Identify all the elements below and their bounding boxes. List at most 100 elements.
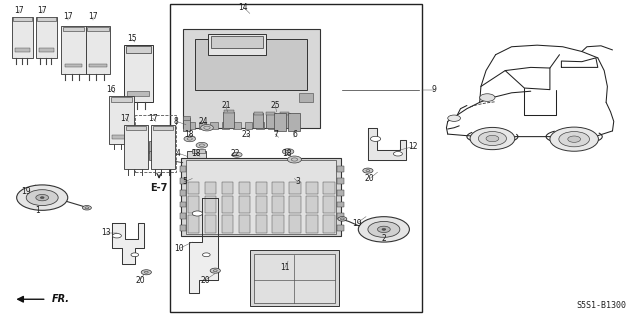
Circle shape	[287, 156, 301, 163]
Bar	[111, 97, 132, 102]
Bar	[65, 63, 83, 67]
Bar	[244, 122, 252, 129]
Bar	[239, 182, 250, 195]
Circle shape	[282, 149, 294, 154]
Bar	[181, 158, 341, 236]
Circle shape	[202, 253, 210, 257]
Circle shape	[378, 226, 390, 233]
Polygon shape	[368, 128, 406, 160]
Bar	[307, 215, 318, 233]
Bar	[337, 213, 344, 219]
Bar	[37, 17, 56, 21]
Text: 6: 6	[292, 130, 297, 138]
Text: 1: 1	[35, 206, 40, 215]
Circle shape	[210, 268, 220, 273]
Text: 18: 18	[184, 130, 194, 138]
Bar	[149, 151, 156, 160]
Text: 8: 8	[174, 117, 179, 126]
Circle shape	[232, 152, 242, 157]
Bar	[210, 122, 218, 129]
Bar	[192, 149, 205, 153]
Text: 19: 19	[352, 219, 362, 227]
Bar	[86, 26, 110, 74]
Text: 14: 14	[239, 3, 248, 11]
Circle shape	[17, 185, 68, 210]
Bar	[337, 178, 344, 184]
Bar	[198, 122, 206, 129]
Bar	[179, 202, 186, 207]
Circle shape	[26, 190, 58, 205]
Bar	[188, 182, 199, 195]
Bar	[208, 34, 266, 55]
Bar	[13, 17, 32, 21]
Bar	[255, 182, 267, 195]
Bar	[61, 26, 86, 74]
Bar	[307, 182, 318, 195]
Bar	[182, 116, 190, 120]
Circle shape	[550, 127, 598, 151]
Bar	[182, 29, 320, 128]
Bar	[280, 114, 290, 128]
Circle shape	[559, 131, 589, 147]
Bar	[124, 124, 148, 169]
Bar	[221, 196, 233, 213]
Text: 19: 19	[21, 187, 31, 196]
Text: 13: 13	[101, 228, 111, 237]
Bar	[182, 118, 190, 131]
Polygon shape	[113, 223, 145, 264]
Text: 5: 5	[182, 177, 187, 186]
Bar	[15, 48, 30, 51]
Polygon shape	[189, 197, 218, 293]
Bar	[239, 196, 250, 213]
Bar	[126, 125, 147, 130]
Text: 20: 20	[365, 174, 374, 183]
Circle shape	[363, 168, 373, 173]
Text: 21: 21	[221, 101, 231, 110]
Text: 20: 20	[135, 276, 145, 285]
Text: 17: 17	[63, 12, 72, 21]
Bar	[87, 27, 109, 31]
Circle shape	[36, 195, 49, 201]
Circle shape	[83, 205, 92, 210]
Circle shape	[358, 217, 410, 242]
Text: 11: 11	[280, 263, 290, 272]
Bar	[299, 93, 313, 102]
Bar	[221, 182, 233, 195]
Circle shape	[368, 221, 400, 237]
Bar	[288, 114, 300, 131]
Text: 4: 4	[176, 149, 180, 158]
Bar	[127, 91, 150, 96]
Circle shape	[371, 136, 381, 141]
Bar	[255, 196, 267, 213]
Bar	[223, 110, 234, 114]
Text: 24: 24	[199, 117, 209, 126]
Bar	[280, 113, 289, 115]
Text: 10: 10	[175, 244, 184, 253]
Bar	[250, 250, 339, 306]
Bar	[337, 167, 344, 172]
Text: E-7: E-7	[150, 183, 168, 193]
Text: 17: 17	[37, 6, 47, 15]
Bar	[233, 122, 241, 129]
Bar	[124, 45, 153, 102]
Bar	[289, 182, 301, 195]
Bar	[63, 27, 84, 31]
Text: 20: 20	[200, 276, 210, 285]
Circle shape	[131, 253, 139, 257]
Bar	[12, 17, 33, 58]
Bar	[179, 213, 186, 219]
Text: 16: 16	[106, 85, 115, 94]
Bar	[273, 215, 284, 233]
Bar	[135, 115, 176, 172]
Bar	[221, 122, 229, 129]
Bar	[187, 151, 206, 158]
Circle shape	[382, 228, 386, 230]
Bar	[253, 113, 262, 115]
Bar	[323, 215, 335, 233]
Bar	[289, 196, 301, 213]
Text: 23: 23	[242, 130, 252, 138]
Bar	[268, 122, 275, 129]
Bar	[223, 112, 234, 128]
Text: 18: 18	[191, 149, 200, 158]
Bar	[36, 17, 57, 58]
